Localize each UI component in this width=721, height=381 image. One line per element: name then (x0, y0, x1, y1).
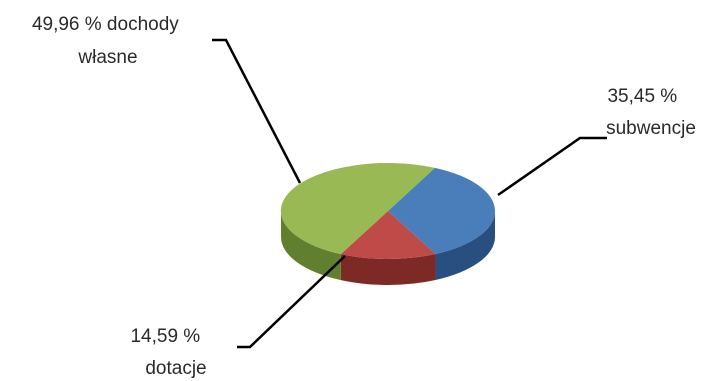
pie-slice-dochody-wlasne (280, 162, 435, 255)
pie-slices (280, 162, 495, 259)
pie-side-dochody-wlasne (281, 211, 341, 281)
pie-slice-dotacje (340, 211, 436, 259)
leader-line-dochody-wlasne (212, 38, 302, 184)
leader-lines (212, 38, 607, 349)
leader-line-dotacje (237, 255, 346, 349)
slice-label-subwencje: 35,45 % subwencje (606, 86, 696, 139)
pie-sides (281, 211, 495, 285)
pie-side-dotacje (340, 254, 436, 285)
slice-label-dochody-wlasne: 49,96 % dochody własne (32, 14, 184, 68)
leader-line-subwencje (497, 136, 607, 197)
pie-slice-subwencje (388, 167, 495, 254)
slice-label-dotacje: 14,59 % dotacje (130, 326, 206, 379)
pie-side-subwencje (435, 211, 495, 280)
